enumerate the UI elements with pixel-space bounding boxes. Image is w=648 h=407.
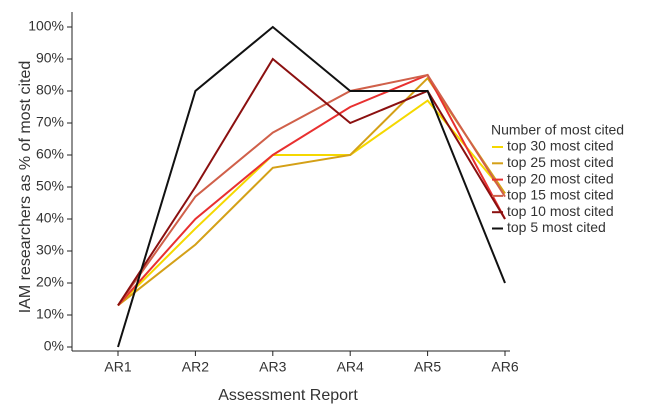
y-tick-label: 50% xyxy=(36,178,64,194)
line-series xyxy=(117,25,506,348)
y-tick-label: 30% xyxy=(36,242,64,258)
line-series xyxy=(117,73,506,306)
legend-label: top 30 most cited xyxy=(507,138,614,154)
legend-label: top 25 most cited xyxy=(507,154,614,170)
x-tick-label: AR1 xyxy=(104,359,131,375)
x-tick-label: AR2 xyxy=(182,359,209,375)
y-tick-label: 20% xyxy=(36,274,64,290)
y-tick-label: 70% xyxy=(36,114,64,130)
y-tick-label: 10% xyxy=(36,306,64,322)
legend-label: top 5 most cited xyxy=(507,219,606,235)
x-tick-label: AR3 xyxy=(259,359,286,375)
legend-title: Number of most cited xyxy=(491,122,624,138)
x-axis-label: Assessment Report xyxy=(218,387,358,404)
y-tick-label: 0% xyxy=(44,338,64,354)
line-series xyxy=(117,73,506,307)
x-tick-label: AR5 xyxy=(414,359,441,375)
y-tick-label: 40% xyxy=(36,210,64,226)
legend-label: top 10 most cited xyxy=(507,203,614,219)
y-tick-label: 90% xyxy=(36,50,64,66)
y-tick-label: 80% xyxy=(36,82,64,98)
line-series xyxy=(117,99,506,307)
legend-label: top 20 most cited xyxy=(507,170,614,186)
line-series xyxy=(117,57,506,306)
x-tick-label: AR6 xyxy=(491,359,518,375)
legend-label: top 15 most cited xyxy=(507,187,614,203)
y-axis-label: IAM researchers as % of most cited xyxy=(17,61,34,314)
y-tick-label: 60% xyxy=(36,146,64,162)
y-tick-label: 100% xyxy=(28,18,64,34)
x-tick-label: AR4 xyxy=(337,359,364,375)
